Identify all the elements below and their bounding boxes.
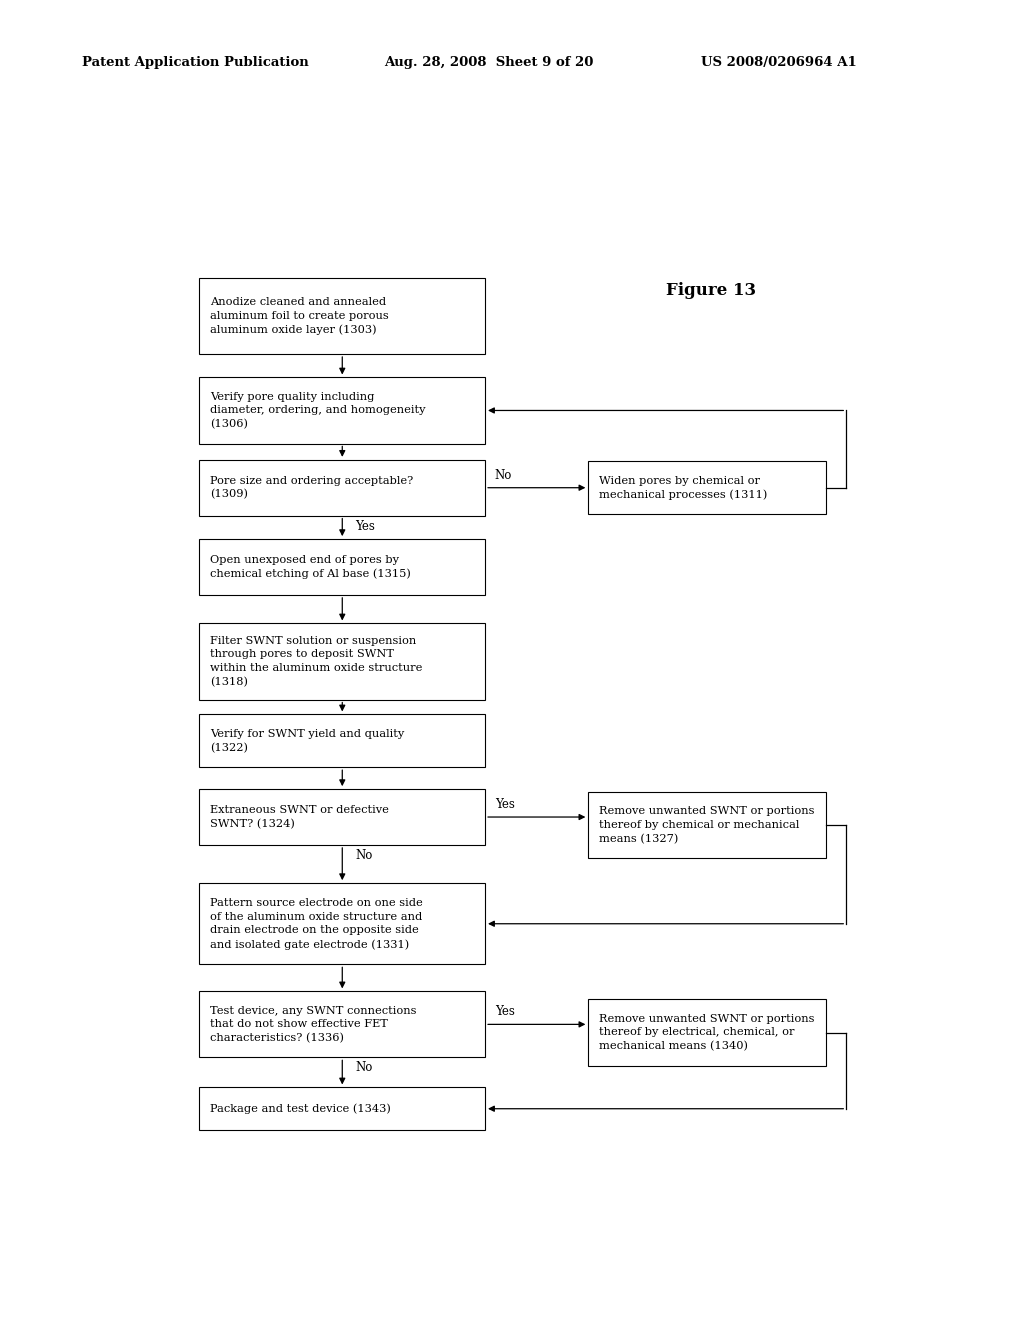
Text: Aug. 28, 2008  Sheet 9 of 20: Aug. 28, 2008 Sheet 9 of 20 <box>384 55 593 69</box>
Text: Verify pore quality including
diameter, ordering, and homogeneity
(1306): Verify pore quality including diameter, … <box>210 392 425 429</box>
Text: Open unexposed end of pores by
chemical etching of Al base (1315): Open unexposed end of pores by chemical … <box>210 554 411 579</box>
Text: Patent Application Publication: Patent Application Publication <box>82 55 308 69</box>
Bar <box>200 1088 485 1130</box>
Text: No: No <box>355 1061 373 1074</box>
Text: Yes: Yes <box>355 520 375 533</box>
Bar <box>200 539 485 595</box>
Text: Yes: Yes <box>495 1006 514 1018</box>
Text: Anodize cleaned and annealed
aluminum foil to create porous
aluminum oxide layer: Anodize cleaned and annealed aluminum fo… <box>210 297 388 335</box>
Bar <box>588 461 826 515</box>
Bar <box>588 792 826 858</box>
Text: Widen pores by chemical or
mechanical processes (1311): Widen pores by chemical or mechanical pr… <box>599 475 767 500</box>
Text: Package and test device (1343): Package and test device (1343) <box>210 1104 390 1114</box>
Text: US 2008/0206964 A1: US 2008/0206964 A1 <box>701 55 857 69</box>
Text: Verify for SWNT yield and quality
(1322): Verify for SWNT yield and quality (1322) <box>210 729 404 752</box>
Text: Pattern source electrode on one side
of the aluminum oxide structure and
drain e: Pattern source electrode on one side of … <box>210 898 423 949</box>
Text: Yes: Yes <box>495 797 514 810</box>
Text: Pore size and ordering acceptable?
(1309): Pore size and ordering acceptable? (1309… <box>210 475 413 500</box>
Bar <box>200 991 485 1057</box>
Bar <box>588 999 826 1065</box>
Text: Test device, any SWNT connections
that do not show effective FET
characteristics: Test device, any SWNT connections that d… <box>210 1006 416 1043</box>
Text: Extraneous SWNT or defective
SWNT? (1324): Extraneous SWNT or defective SWNT? (1324… <box>210 805 389 829</box>
Bar <box>200 714 485 767</box>
Text: Remove unwanted SWNT or portions
thereof by electrical, chemical, or
mechanical : Remove unwanted SWNT or portions thereof… <box>599 1014 814 1051</box>
Bar <box>200 623 485 700</box>
Text: No: No <box>495 469 512 482</box>
Text: No: No <box>355 849 373 862</box>
Bar <box>200 378 485 444</box>
Bar <box>200 277 485 354</box>
Bar <box>200 883 485 965</box>
Bar <box>200 459 485 516</box>
Bar <box>200 789 485 845</box>
Text: Figure 13: Figure 13 <box>667 282 757 300</box>
Text: Filter SWNT solution or suspension
through pores to deposit SWNT
within the alum: Filter SWNT solution or suspension throu… <box>210 636 422 688</box>
Text: Remove unwanted SWNT or portions
thereof by chemical or mechanical
means (1327): Remove unwanted SWNT or portions thereof… <box>599 807 814 843</box>
